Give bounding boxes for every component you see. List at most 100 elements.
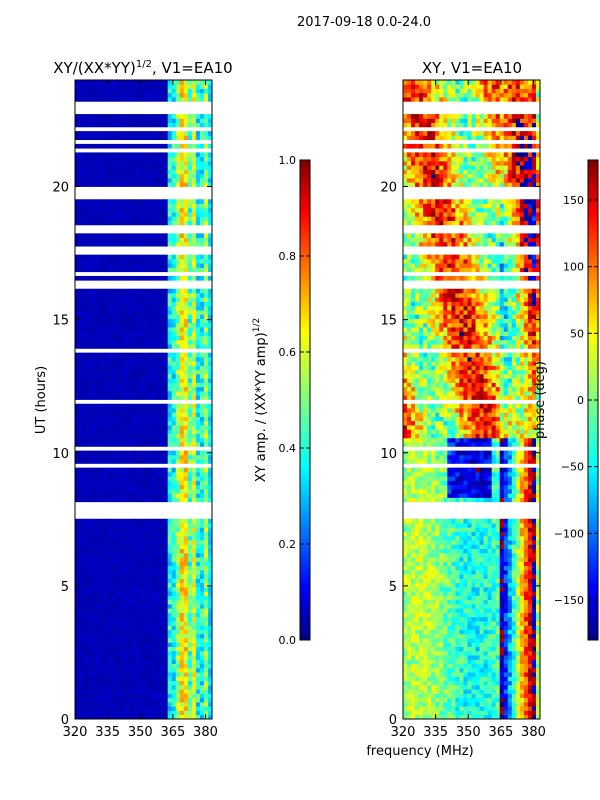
amplitude-cell	[151, 693, 156, 699]
amplitude-cell	[183, 275, 189, 281]
phase-cell	[515, 693, 521, 699]
amplitude-cell	[115, 212, 120, 217]
amplitude-cell	[143, 476, 148, 481]
amplitude-cell	[171, 258, 177, 264]
phase-cell	[403, 650, 408, 656]
amplitude-cell	[151, 608, 156, 613]
amplitude-cell	[175, 237, 181, 243]
amplitude-cell	[179, 544, 185, 549]
amplitude-cell	[95, 442, 100, 447]
amplitude-cell	[143, 80, 148, 85]
amplitude-cell	[155, 493, 161, 498]
amplitude-cell	[163, 569, 169, 575]
amplitude-cell	[155, 403, 161, 409]
amplitude-cell	[95, 540, 100, 545]
amplitude-cell	[131, 267, 136, 273]
amplitude-cell	[147, 390, 152, 396]
amplitude-cell	[107, 297, 112, 302]
amplitude-cell	[83, 540, 88, 545]
amplitude-cell	[155, 569, 161, 575]
amplitude-cell	[131, 395, 136, 400]
amplitude-cell	[111, 621, 116, 626]
amplitude-cell	[123, 612, 128, 618]
amplitude-cell	[203, 484, 209, 490]
amplitude-cell	[167, 335, 173, 341]
amplitude-cell	[147, 429, 152, 434]
amplitude-cell	[111, 160, 116, 166]
amplitude-cell	[187, 131, 193, 136]
phase-cell	[531, 701, 537, 707]
phase-cell	[407, 633, 412, 639]
amplitude-cell	[123, 199, 128, 204]
phase-cell	[491, 684, 497, 690]
amplitude-cell	[111, 177, 116, 183]
amplitude-cell	[75, 390, 80, 396]
phase-cell	[443, 706, 448, 711]
amplitude-cell	[175, 382, 181, 388]
amplitude-cell	[111, 689, 116, 694]
amplitude-cell	[199, 433, 205, 439]
amplitude-cell	[107, 84, 112, 89]
amplitude-cell	[163, 386, 169, 392]
amplitude-cell	[79, 203, 84, 209]
amplitude-cell	[171, 476, 177, 481]
amplitude-cell	[167, 493, 173, 498]
phase-cell	[531, 680, 537, 686]
amplitude-cell	[111, 629, 116, 635]
amplitude-cell	[167, 710, 173, 716]
amplitude-cell	[175, 706, 181, 711]
amplitude-cell	[147, 697, 152, 703]
amplitude-cell	[167, 608, 173, 613]
amplitude-cell	[183, 535, 189, 541]
amplitude-cell	[75, 339, 80, 345]
amplitude-cell	[139, 297, 144, 302]
amplitude-cell	[127, 531, 132, 537]
amplitude-cell	[143, 122, 148, 128]
amplitude-cell	[115, 540, 120, 545]
amplitude-cell	[127, 216, 132, 221]
amplitude-cell	[115, 638, 120, 643]
amplitude-cell	[111, 459, 116, 464]
amplitude-cell	[75, 574, 80, 579]
amplitude-cell	[115, 603, 120, 609]
amplitude-cell	[139, 344, 144, 349]
amplitude-cell	[139, 621, 144, 626]
amplitude-cell	[147, 565, 152, 571]
amplitude-cell	[135, 471, 140, 477]
amplitude-cell	[115, 420, 120, 426]
amplitude-cell	[127, 595, 132, 601]
amplitude-cell	[87, 646, 92, 652]
amplitude-cell	[207, 135, 212, 141]
amplitude-cell	[183, 633, 189, 639]
amplitude-cell	[119, 591, 124, 596]
phase-cell	[527, 659, 533, 665]
amplitude-cell	[203, 382, 209, 388]
amplitude-cell	[83, 310, 88, 315]
phase-cell	[443, 714, 448, 719]
amplitude-cell	[119, 425, 124, 430]
amplitude-cell	[123, 565, 128, 571]
amplitude-cell	[79, 642, 84, 647]
phase-cell	[447, 655, 452, 660]
phase-cell	[439, 714, 444, 719]
amplitude-cell	[99, 322, 104, 328]
amplitude-cell	[199, 135, 205, 141]
amplitude-cell	[191, 552, 197, 558]
amplitude-cell	[87, 595, 92, 601]
amplitude-cell	[191, 442, 197, 447]
phase-cell	[519, 667, 525, 673]
amplitude-cell	[171, 361, 177, 366]
phase-cell	[491, 642, 497, 647]
amplitude-cell	[135, 156, 140, 162]
phase-cell	[499, 697, 505, 703]
amplitude-cell	[131, 131, 136, 136]
amplitude-cell	[159, 403, 165, 409]
amplitude-cell	[159, 480, 165, 486]
amplitude-cell	[171, 165, 177, 170]
phase-cell	[535, 680, 540, 686]
amplitude-cell	[75, 625, 80, 630]
amplitude-cell	[91, 557, 96, 562]
amplitude-cell	[155, 557, 161, 562]
amplitude-cell	[135, 131, 140, 136]
amplitude-cell	[111, 552, 116, 558]
